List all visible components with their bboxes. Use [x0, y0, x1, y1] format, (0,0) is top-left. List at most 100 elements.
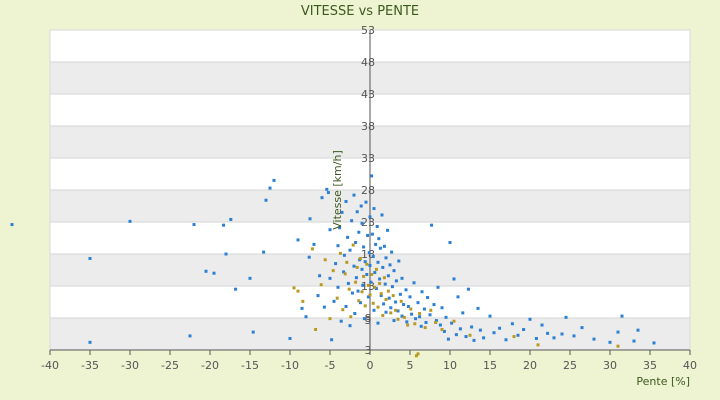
data-point-secondary	[366, 283, 370, 287]
data-point	[204, 269, 208, 273]
data-point	[448, 240, 452, 244]
data-point	[350, 291, 354, 295]
data-point	[188, 334, 192, 338]
data-point	[234, 287, 238, 291]
data-point	[424, 320, 428, 324]
data-point	[488, 314, 492, 318]
data-point	[353, 312, 357, 316]
data-point	[268, 186, 272, 190]
data-point-secondary	[301, 299, 305, 303]
data-point	[316, 294, 320, 298]
data-point	[357, 230, 361, 234]
data-point-secondary	[310, 247, 314, 251]
data-point-secondary	[381, 313, 385, 317]
x-tick-label: -35	[81, 359, 99, 372]
data-point	[374, 242, 378, 246]
data-point-secondary	[396, 317, 400, 321]
data-point-secondary	[370, 272, 374, 276]
data-point	[430, 223, 434, 227]
data-point	[461, 311, 465, 315]
data-point-secondary	[399, 299, 403, 303]
data-point-secondary	[468, 333, 472, 337]
data-point	[356, 289, 360, 293]
y-tick-label: 8	[365, 312, 372, 325]
data-point	[361, 283, 365, 287]
data-point	[362, 317, 366, 321]
data-point	[350, 219, 354, 223]
x-tick-label: 0	[367, 359, 374, 372]
data-point	[300, 306, 304, 310]
data-point	[390, 250, 394, 254]
data-point	[388, 263, 392, 267]
data-point	[440, 306, 444, 310]
data-point	[328, 276, 332, 280]
data-point	[405, 320, 409, 324]
data-point	[360, 267, 364, 271]
data-point	[386, 274, 390, 278]
data-point	[368, 264, 372, 268]
data-point	[620, 314, 624, 318]
y-tick-label: 43	[361, 88, 375, 101]
data-point	[434, 319, 438, 323]
data-point-secondary	[384, 297, 388, 301]
data-point-secondary	[328, 317, 332, 321]
data-point-secondary	[345, 260, 349, 264]
data-point	[340, 210, 344, 214]
x-axis-label: Pente [%]	[636, 375, 690, 388]
x-tick-label: -10	[281, 359, 299, 372]
data-point	[348, 248, 352, 252]
x-tick-labels: -40 -35 -30 -25 -20 -15 -10 -5 0 5 10 15 20 25 30 35 40	[41, 359, 697, 372]
x-tick-label: -15	[241, 359, 259, 372]
data-point	[367, 251, 371, 255]
x-tick-label: -30	[121, 359, 139, 372]
data-point	[334, 262, 338, 266]
data-point-secondary	[413, 322, 417, 326]
data-point	[384, 256, 388, 260]
data-point	[389, 306, 393, 310]
data-point	[472, 338, 476, 342]
data-point	[387, 296, 391, 300]
data-point	[88, 340, 92, 344]
data-point	[229, 217, 233, 221]
x-tick-label: 30	[603, 359, 617, 372]
data-point	[390, 285, 394, 289]
data-point	[412, 281, 416, 285]
data-point	[400, 314, 404, 318]
data-point	[344, 304, 348, 308]
data-point-secondary	[343, 272, 347, 276]
y-tick-labels: 338131823283338434853	[361, 24, 375, 357]
data-point	[379, 294, 383, 298]
data-point	[402, 303, 406, 307]
data-point	[476, 306, 480, 310]
y-tick-label: 48	[361, 56, 375, 69]
data-point	[322, 305, 326, 309]
data-point	[516, 333, 520, 337]
data-point	[368, 215, 372, 219]
data-point	[248, 276, 252, 280]
data-point-secondary	[378, 281, 382, 285]
x-tick-label: -25	[161, 359, 179, 372]
data-point	[404, 288, 408, 292]
y-tick-label: 23	[361, 216, 375, 229]
data-point	[470, 325, 474, 329]
data-point	[522, 328, 526, 332]
data-point-secondary	[414, 354, 418, 358]
data-point	[406, 304, 410, 308]
data-point	[528, 317, 532, 321]
data-point	[372, 308, 376, 312]
data-point	[264, 198, 268, 202]
data-point	[652, 341, 656, 345]
data-point	[464, 335, 468, 339]
data-point	[534, 336, 538, 340]
data-point	[338, 226, 342, 230]
x-tick-label: 35	[643, 359, 657, 372]
data-point	[426, 296, 430, 300]
data-point	[296, 238, 300, 242]
data-point	[397, 259, 401, 263]
y-tick-label: 33	[361, 152, 375, 165]
data-point	[320, 196, 324, 200]
data-point-secondary	[292, 286, 296, 290]
data-point-secondary	[416, 352, 420, 356]
data-point	[366, 233, 370, 237]
y-axis-label: Vitesse [km/h]	[331, 150, 344, 230]
